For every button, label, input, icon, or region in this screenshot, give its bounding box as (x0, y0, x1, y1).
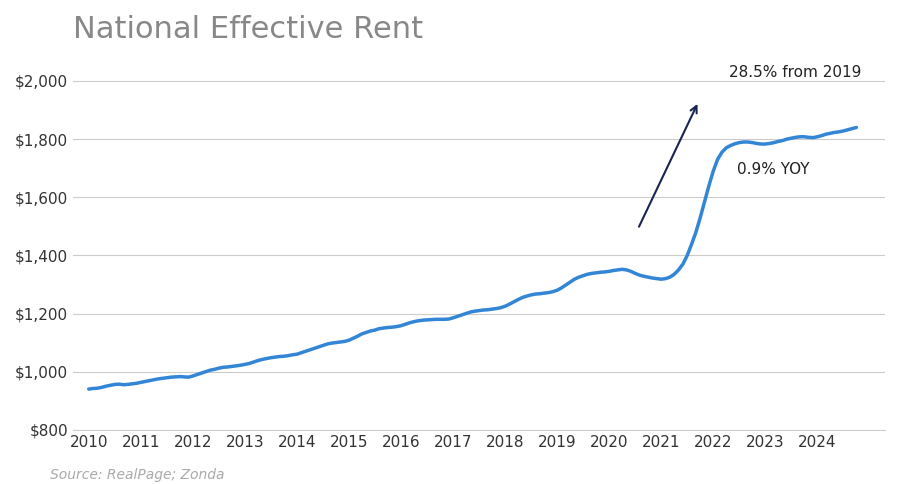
Text: 0.9% YOY: 0.9% YOY (737, 162, 809, 177)
Text: National Effective Rent: National Effective Rent (73, 15, 423, 44)
Text: 28.5% from 2019: 28.5% from 2019 (729, 65, 861, 80)
Text: Source: RealPage; Zonda: Source: RealPage; Zonda (50, 468, 224, 482)
